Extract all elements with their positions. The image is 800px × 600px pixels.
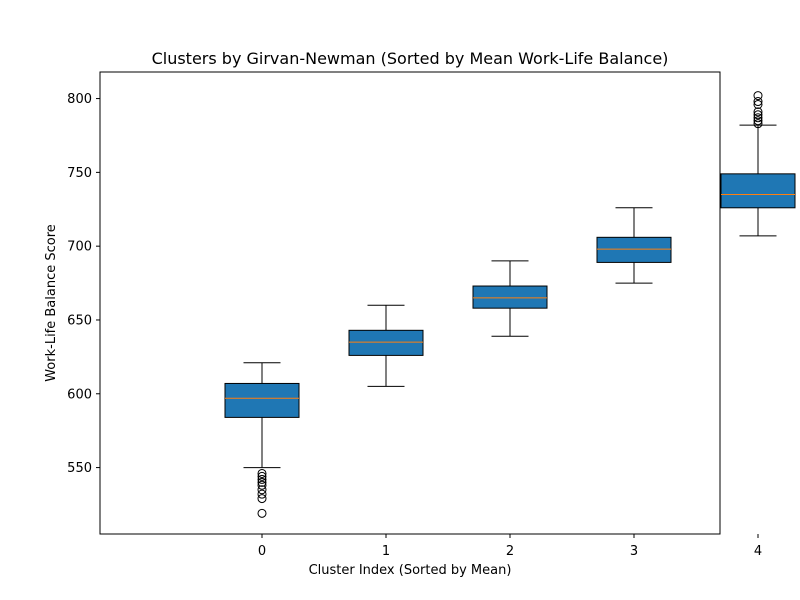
chart-title: Clusters by Girvan-Newman (Sorted by Mea…: [152, 49, 669, 68]
y-axis-label: Work-Life Balance Score: [44, 224, 59, 382]
outlier-point: [257, 480, 267, 490]
outlier-point: [753, 113, 763, 123]
box-group-0: [224, 362, 300, 518]
outlier-point: [753, 110, 763, 120]
outlier-point: [753, 119, 763, 129]
plot-frame: [99, 71, 721, 535]
x-axis-label: Cluster Index (Sorted by Mean): [309, 563, 512, 578]
x-tick-label: 2: [506, 544, 514, 559]
x-tick-label: 1: [382, 544, 390, 559]
iqr-box: [720, 173, 796, 209]
box-group-3: [596, 207, 672, 284]
box-group-2: [472, 260, 548, 337]
x-tick-label: 4: [754, 544, 762, 559]
outlier-point: [257, 477, 267, 487]
outlier-point: [753, 97, 763, 107]
outlier-point: [753, 116, 763, 126]
outlier-point: [257, 471, 267, 481]
outlier-point: [257, 494, 267, 504]
outlier-point: [753, 99, 763, 109]
outlier-point: [257, 489, 267, 499]
x-tick-label: 3: [630, 544, 638, 559]
y-tick-label: 650: [67, 313, 92, 328]
iqr-box: [348, 329, 424, 356]
plot-area: [224, 91, 796, 518]
y-axis: 550 600 650 700 750 800: [67, 92, 100, 476]
outlier-point: [257, 485, 267, 495]
outlier-point: [753, 91, 763, 101]
y-tick-label: 550: [67, 461, 92, 476]
y-tick-label: 700: [67, 240, 92, 255]
outlier-point: [753, 107, 763, 117]
box-group-4: [720, 91, 796, 237]
box-group-1: [348, 304, 424, 387]
outlier-point: [257, 468, 267, 478]
x-tick-label: 0: [258, 544, 266, 559]
iqr-box: [596, 236, 672, 263]
x-axis: 0 1 2 3 4: [258, 534, 762, 559]
iqr-box: [472, 285, 548, 309]
iqr-box: [224, 382, 300, 418]
outlier-point: [257, 474, 267, 484]
y-tick-label: 750: [67, 166, 92, 181]
outlier-point: [257, 508, 267, 518]
y-tick-label: 800: [67, 92, 92, 107]
y-tick-label: 600: [67, 387, 92, 402]
